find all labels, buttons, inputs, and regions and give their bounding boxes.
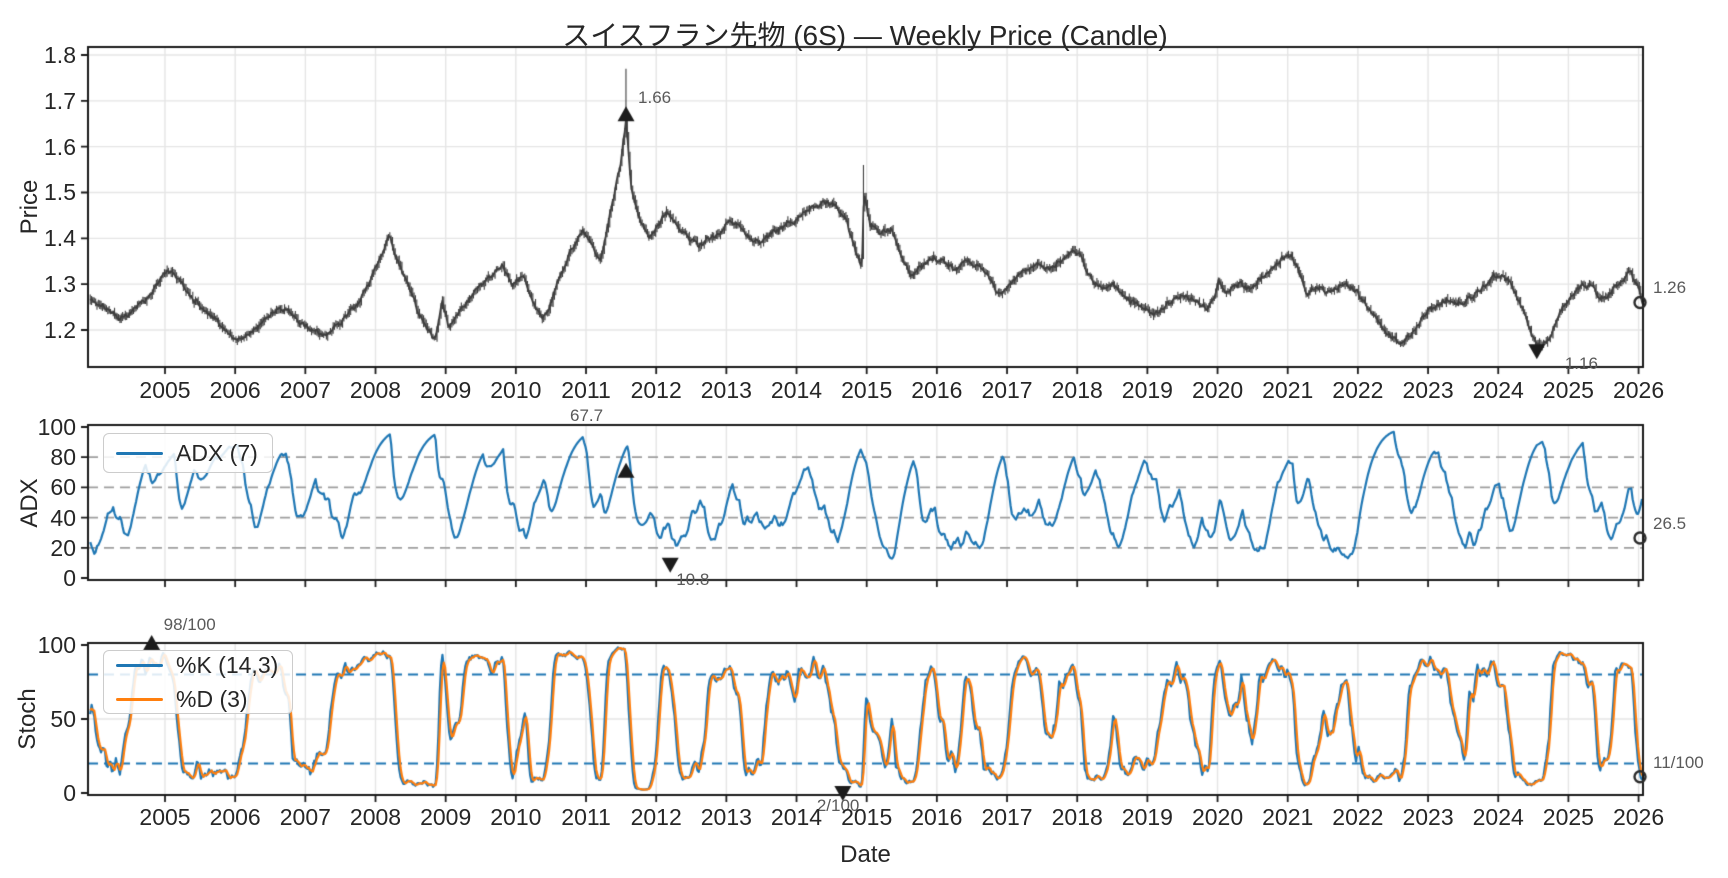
stoch-k-legend-line-sample — [116, 663, 163, 667]
stoch-x-tick-label: 2025 — [1542, 804, 1594, 830]
stoch-x-tick-label: 2012 — [630, 804, 682, 830]
adx-legend-label: ADX (7) — [176, 439, 258, 466]
price-y-tick-label: 1.6 — [44, 133, 76, 160]
price-x-tick-label: 2015 — [841, 377, 893, 403]
price-y-tick-label: 1.5 — [44, 179, 76, 206]
stoch-trough-annotation: 2/100 — [816, 796, 860, 816]
price-y-tick-label: 1.2 — [44, 316, 76, 343]
stoch-legend: %K (14,3) %D (3) — [103, 650, 294, 714]
stoch-last-value-label: 11/100 — [1653, 752, 1704, 772]
price-x-tick-label: 2018 — [1051, 377, 1103, 403]
price-x-tick-label: 2010 — [490, 377, 542, 403]
adx-legend: ADX (7) — [103, 433, 273, 473]
price-y-tick-label: 1.4 — [44, 225, 76, 252]
price-y-tick-label: 1.7 — [44, 87, 76, 114]
stoch-peak-annotation: 98/100 — [163, 614, 216, 634]
price-x-tick-label: 2011 — [561, 377, 611, 403]
stoch-y-tick-label: 0 — [63, 780, 76, 806]
price-x-tick-label: 2005 — [139, 377, 191, 403]
price-x-tick-label: 2021 — [1262, 377, 1314, 403]
adx-last-value-label: 26.5 — [1653, 513, 1687, 533]
chart-title: スイスフラン先物 (6S) — Weekly Price (Candle) — [562, 20, 1168, 51]
stoch-x-tick-label: 2016 — [911, 804, 963, 830]
price-x-tick-label: 2007 — [279, 377, 331, 403]
price-x-tick-label: 2012 — [630, 377, 682, 403]
price-x-tick-label: 2017 — [981, 377, 1033, 403]
stoch-x-tick-label: 2006 — [209, 804, 261, 830]
price-x-tick-label: 2023 — [1402, 377, 1454, 403]
stoch-x-tick-label: 2018 — [1051, 804, 1103, 830]
stoch-x-tick-label: 2020 — [1191, 804, 1244, 830]
adx-legend-entry: ADX (7) — [116, 440, 258, 467]
stoch-d-legend-line-sample — [116, 697, 163, 701]
adx-trough-annotation: 10.8 — [676, 569, 710, 589]
price-x-tick-label: 2014 — [770, 377, 823, 403]
stoch-x-tick-label: 2005 — [139, 804, 191, 830]
stoch-y-tick-label: 50 — [50, 706, 76, 732]
stoch-x-tick-label: 2017 — [981, 804, 1033, 830]
stoch-x-tick-label: 2013 — [700, 804, 752, 830]
price-x-tick-label: 2019 — [1121, 377, 1173, 403]
price-x-tick-label: 2016 — [911, 377, 963, 403]
adx-y-tick-label: 60 — [50, 474, 76, 501]
price-x-tick-label: 2008 — [349, 377, 402, 403]
stoch-x-tick-label: 2007 — [279, 804, 331, 830]
price-x-tick-label: 2025 — [1542, 377, 1594, 403]
stoch-k-legend-entry: %K (14,3) — [116, 652, 278, 679]
adx-y-tick-label: 0 — [63, 565, 76, 591]
adx-legend-line-sample — [116, 451, 163, 455]
stoch-x-tick-label: 2022 — [1332, 804, 1384, 830]
adx-y-tick-label: 80 — [50, 444, 76, 471]
price-x-tick-label: 2026 — [1612, 377, 1665, 403]
stoch-x-tick-label: 2023 — [1402, 804, 1454, 830]
adx-y-tick-label: 100 — [37, 414, 76, 440]
price-y-tick-label: 1.8 — [44, 42, 76, 68]
stoch-y-tick-label: 100 — [37, 632, 76, 658]
stoch-x-tick-label: 2011 — [561, 804, 611, 830]
stoch-x-tick-label: 2026 — [1612, 804, 1665, 830]
price-peak-annotation: 1.66 — [638, 88, 672, 108]
date-axis-label: Date — [840, 841, 891, 868]
stoch-k-legend-label: %K (14,3) — [176, 651, 279, 678]
price-x-tick-label: 2009 — [420, 377, 472, 403]
adx-y-tick-label: 20 — [50, 534, 76, 561]
adx-y-tick-label: 40 — [50, 504, 76, 531]
stoch-x-tick-label: 2010 — [490, 804, 542, 830]
price-last-value-label: 1.26 — [1653, 278, 1687, 298]
price-x-tick-label: 2013 — [700, 377, 752, 403]
price-x-tick-label: 2006 — [209, 377, 261, 403]
price-x-tick-label: 2024 — [1472, 377, 1524, 403]
stoch-x-tick-label: 2021 — [1262, 804, 1314, 830]
stoch-x-tick-label: 2008 — [349, 804, 402, 830]
stoch-x-tick-label: 2019 — [1121, 804, 1173, 830]
stoch-x-tick-label: 2024 — [1472, 804, 1524, 830]
price-trough-annotation: 1.16 — [1564, 354, 1598, 374]
price-x-tick-label: 2020 — [1191, 377, 1244, 403]
stoch-x-tick-label: 2014 — [770, 804, 823, 830]
stoch-d-legend-label: %D (3) — [176, 685, 248, 712]
adx-peak-annotation: 67.7 — [570, 405, 604, 425]
price-x-tick-label: 2022 — [1332, 377, 1384, 403]
stoch-x-tick-label: 2015 — [841, 804, 893, 830]
stoch-x-tick-label: 2009 — [420, 804, 472, 830]
stoch-d-legend-entry: %D (3) — [116, 686, 278, 713]
price-y-tick-label: 1.3 — [44, 271, 76, 298]
